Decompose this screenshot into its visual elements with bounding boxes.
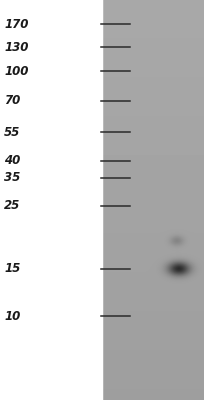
Text: 15: 15 bbox=[4, 262, 20, 275]
Text: 35: 35 bbox=[4, 171, 20, 184]
Text: 70: 70 bbox=[4, 94, 20, 107]
Text: 100: 100 bbox=[4, 65, 28, 78]
Text: 170: 170 bbox=[4, 18, 28, 30]
Text: 25: 25 bbox=[4, 199, 20, 212]
Text: 130: 130 bbox=[4, 41, 28, 54]
Text: 40: 40 bbox=[4, 154, 20, 167]
Text: 55: 55 bbox=[4, 126, 20, 138]
Text: 10: 10 bbox=[4, 310, 20, 322]
